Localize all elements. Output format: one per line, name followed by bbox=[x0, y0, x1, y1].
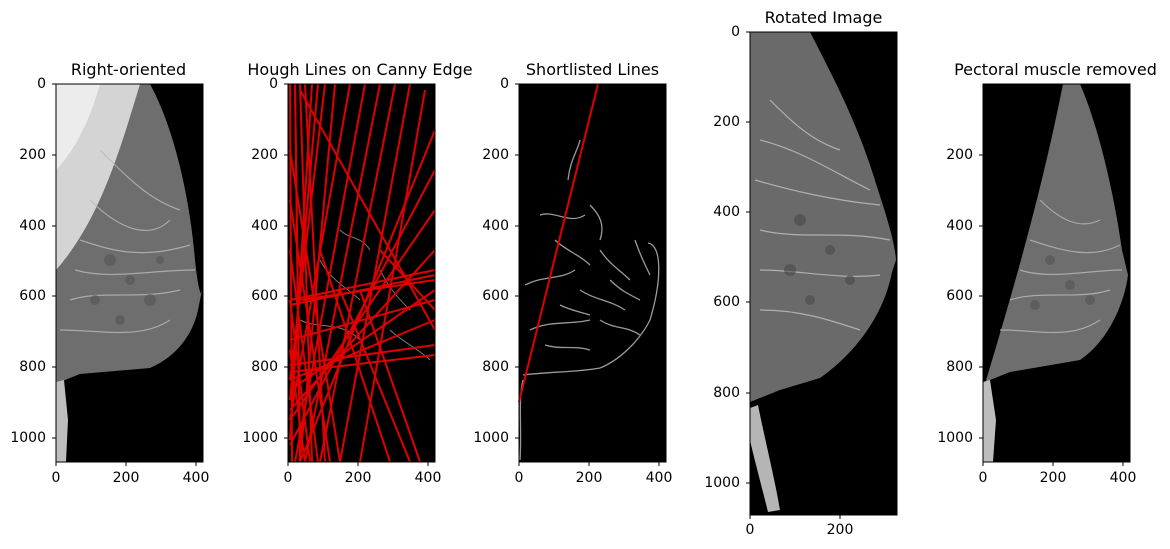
y-tick-label: 600 bbox=[19, 288, 46, 304]
y-tick-label: 600 bbox=[482, 288, 509, 304]
x-tick-label: 400 bbox=[182, 470, 210, 486]
y-tick-label: 200 bbox=[713, 114, 740, 130]
x-tick-label: 200 bbox=[826, 522, 854, 538]
y-tick-label: 0 bbox=[731, 24, 740, 40]
y-tick-label: 1000 bbox=[704, 475, 740, 491]
hough-lines-image bbox=[284, 83, 436, 466]
y-tick-label: 200 bbox=[19, 147, 46, 163]
panel-title: Right-oriented bbox=[70, 60, 187, 79]
y-tick-label: 0 bbox=[269, 76, 278, 92]
y-tick-label: 800 bbox=[251, 359, 278, 375]
x-tick-label: 200 bbox=[344, 470, 372, 486]
y-tick-label: 200 bbox=[251, 147, 278, 163]
y-tick-label: 1000 bbox=[10, 430, 46, 446]
y-tick-label: 800 bbox=[946, 359, 973, 375]
y-tick-label: 800 bbox=[713, 385, 740, 401]
panel-title: Rotated Image bbox=[764, 8, 883, 27]
hough-line-set bbox=[289, 83, 436, 463]
panel-shortlisted-lines: Shortlisted Lines bbox=[473, 60, 673, 486]
shortlisted-lines-image bbox=[515, 83, 667, 466]
x-tick-label: 400 bbox=[1109, 470, 1137, 486]
y-tick-label: 1000 bbox=[242, 430, 278, 446]
y-tick-label: 400 bbox=[19, 218, 46, 234]
mammogram-image bbox=[52, 83, 204, 466]
y-tick-label: 200 bbox=[482, 147, 509, 163]
y-tick-label: 1000 bbox=[473, 430, 509, 446]
y-tick-label: 800 bbox=[19, 359, 46, 375]
x-tick-label: 0 bbox=[514, 470, 524, 486]
rotated-mammogram-image bbox=[746, 31, 898, 519]
x-tick-label: 400 bbox=[645, 470, 673, 486]
panel-title: Shortlisted Lines bbox=[525, 60, 660, 79]
panel-hough-lines: Hough Lines on Canny Edge bbox=[0, 0, 480, 549]
panel-right-oriented: Right-oriented bbox=[0, 0, 230, 549]
y-tick-label: 1000 bbox=[937, 430, 973, 446]
y-tick-label: 400 bbox=[251, 218, 278, 234]
x-tick-label: 200 bbox=[575, 470, 603, 486]
panel-title: Hough Lines on Canny Edge bbox=[247, 60, 473, 79]
y-tick-label: 600 bbox=[713, 294, 740, 310]
x-tick-label: 0 bbox=[978, 470, 988, 486]
x-tick-label: 400 bbox=[414, 470, 442, 486]
panel-title: Pectoral muscle removed bbox=[954, 60, 1157, 79]
y-tick-label: 600 bbox=[946, 288, 973, 304]
x-tick-label: 200 bbox=[112, 470, 140, 486]
y-tick-label: 400 bbox=[713, 204, 740, 220]
y-tick-label: 600 bbox=[251, 288, 278, 304]
y-tick-label: 0 bbox=[37, 76, 46, 92]
y-tick-label: 200 bbox=[946, 147, 973, 163]
y-tick-label: 0 bbox=[500, 76, 509, 92]
y-tick-label: 400 bbox=[482, 218, 509, 234]
panel-rotated-image: Rotated Image 0 200 400 600 800 1000 0 bbox=[704, 8, 898, 538]
selected-line bbox=[518, 83, 599, 403]
x-tick-label: 200 bbox=[1039, 470, 1067, 486]
y-tick-label: 400 bbox=[946, 218, 973, 234]
y-tick-label: 800 bbox=[482, 359, 509, 375]
x-tick-label: 0 bbox=[283, 470, 293, 486]
x-tick-label: 0 bbox=[51, 470, 61, 486]
x-tick-label: 0 bbox=[745, 522, 755, 538]
